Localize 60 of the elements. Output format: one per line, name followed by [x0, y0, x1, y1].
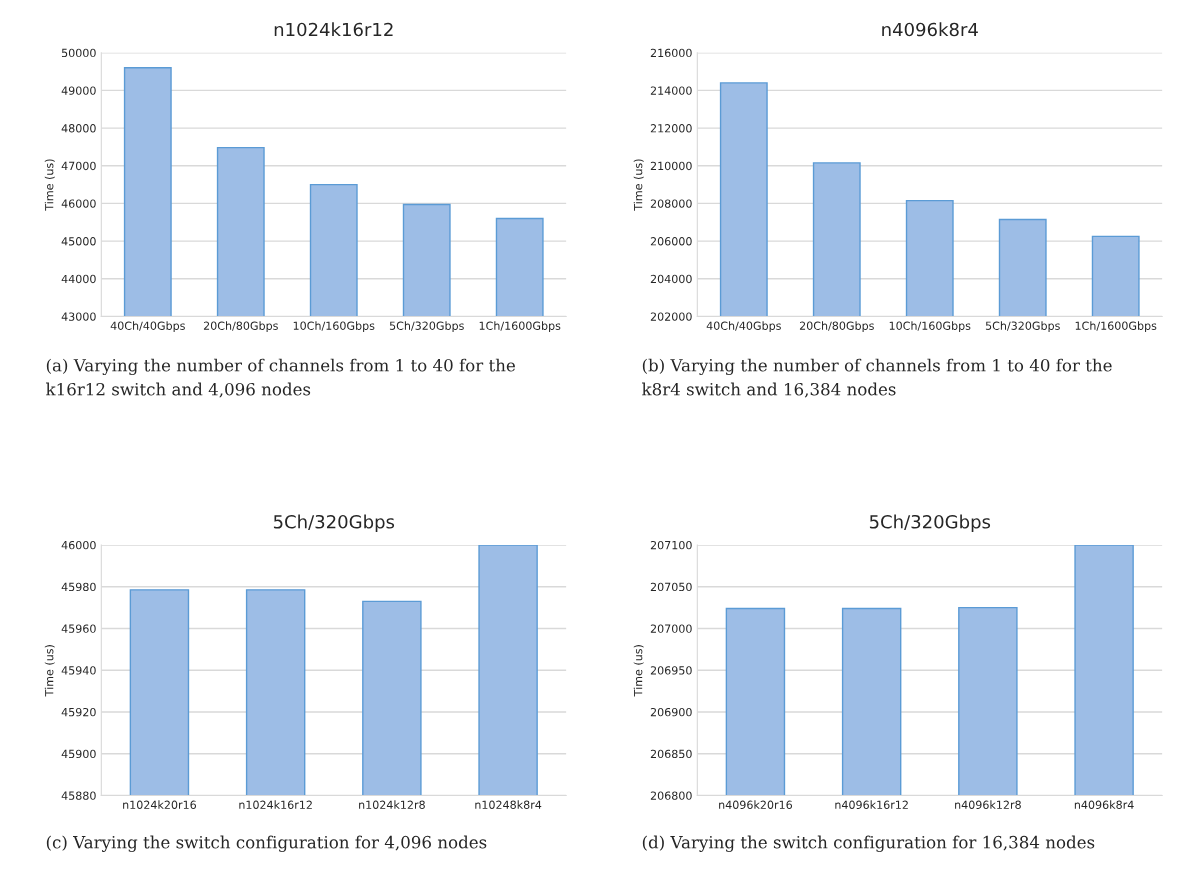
y-tick-label: 207050	[650, 582, 692, 592]
y-tick-label: 50000	[61, 48, 96, 58]
x-tick-label: n4096k20r16	[719, 800, 793, 809]
x-tick-label: n1024k16r12	[239, 800, 312, 809]
y-tick-label: 45940	[61, 666, 96, 675]
x-tick-label: 10Ch/160Gbps	[889, 321, 971, 333]
x-tick-label: n4096k16r12	[835, 800, 908, 809]
y-axis-title: Time (us)	[633, 159, 644, 211]
x-tick-label: 5Ch/320Gbps	[985, 321, 1060, 333]
x-tick-label: 10Ch/160Gbps	[293, 321, 375, 333]
x-tick-label: 1Ch/1600Gbps	[1075, 321, 1157, 333]
y-tick-label: 216000	[650, 48, 692, 58]
y-tick-label: 43000	[61, 312, 96, 321]
x-tick-label: n4096k12r8	[955, 800, 1021, 809]
y-tick-label: 202000	[650, 312, 692, 321]
x-tick-label: 5Ch/320Gbps	[389, 321, 464, 333]
y-tick-label: 212000	[650, 124, 692, 133]
y-tick-label: 46000	[61, 199, 96, 208]
y-tick-label: 46000	[61, 540, 96, 550]
text: (a) Varying the number of channels from 1 to 40 for the k16r12 switch and 4,096 nodes	[46, 358, 515, 398]
y-axis-title: Time (us)	[44, 645, 55, 697]
chart-title: 5Ch/320Gbps	[273, 514, 395, 533]
y-tick-label: 45980	[61, 582, 96, 592]
x-tick-label: n10248k8r4	[475, 800, 542, 809]
y-tick-label: 208000	[650, 199, 692, 208]
chart-title: 5Ch/320Gbps	[869, 514, 991, 533]
y-axis-title: Time (us)	[44, 159, 55, 211]
chart-title: n4096k8r4	[882, 22, 978, 37]
y-tick-label: 206900	[650, 707, 692, 717]
y-tick-label: 48000	[61, 124, 96, 133]
x-tick-label: 20Ch/80Gbps	[203, 321, 278, 333]
x-tick-label: 40Ch/40Gbps	[706, 321, 781, 333]
x-tick-label: n4096k8r4	[1074, 800, 1134, 809]
y-tick-label: 45900	[61, 749, 96, 759]
y-tick-label: 214000	[650, 86, 692, 95]
y-tick-label: 45000	[61, 237, 96, 246]
y-axis-title: Time (us)	[633, 645, 644, 697]
text: (d) Varying the switch configuration for 16,384 nodes	[642, 835, 1095, 852]
y-tick-label: 207100	[650, 540, 692, 550]
y-tick-label: 47000	[61, 161, 96, 171]
y-tick-label: 204000	[650, 274, 692, 284]
x-tick-label: 20Ch/80Gbps	[799, 321, 874, 333]
y-tick-label: 206000	[650, 237, 692, 246]
x-tick-label: n1024k20r16	[123, 800, 197, 809]
y-tick-label: 206950	[650, 666, 692, 675]
y-tick-label: 206850	[650, 749, 692, 759]
x-tick-label: 40Ch/40Gbps	[110, 321, 185, 333]
y-tick-label: 206800	[650, 791, 692, 800]
y-tick-label: 45960	[61, 624, 96, 633]
y-tick-label: 45880	[61, 791, 96, 800]
x-tick-label: 1Ch/1600Gbps	[479, 321, 561, 333]
x-tick-label: n1024k12r8	[359, 800, 425, 809]
y-tick-label: 45920	[61, 707, 96, 717]
y-tick-label: 49000	[61, 86, 96, 95]
y-tick-label: 210000	[650, 161, 692, 171]
text: (b) Varying the number of channels from 1 to 40 for the k8r4 switch and 16,384 nodes	[642, 358, 1112, 398]
chart-title: n1024k16r12	[274, 22, 393, 37]
y-tick-label: 44000	[61, 274, 96, 284]
text: (c) Varying the switch configuration for 4,096 nodes	[46, 835, 487, 852]
y-tick-label: 207000	[650, 624, 692, 633]
